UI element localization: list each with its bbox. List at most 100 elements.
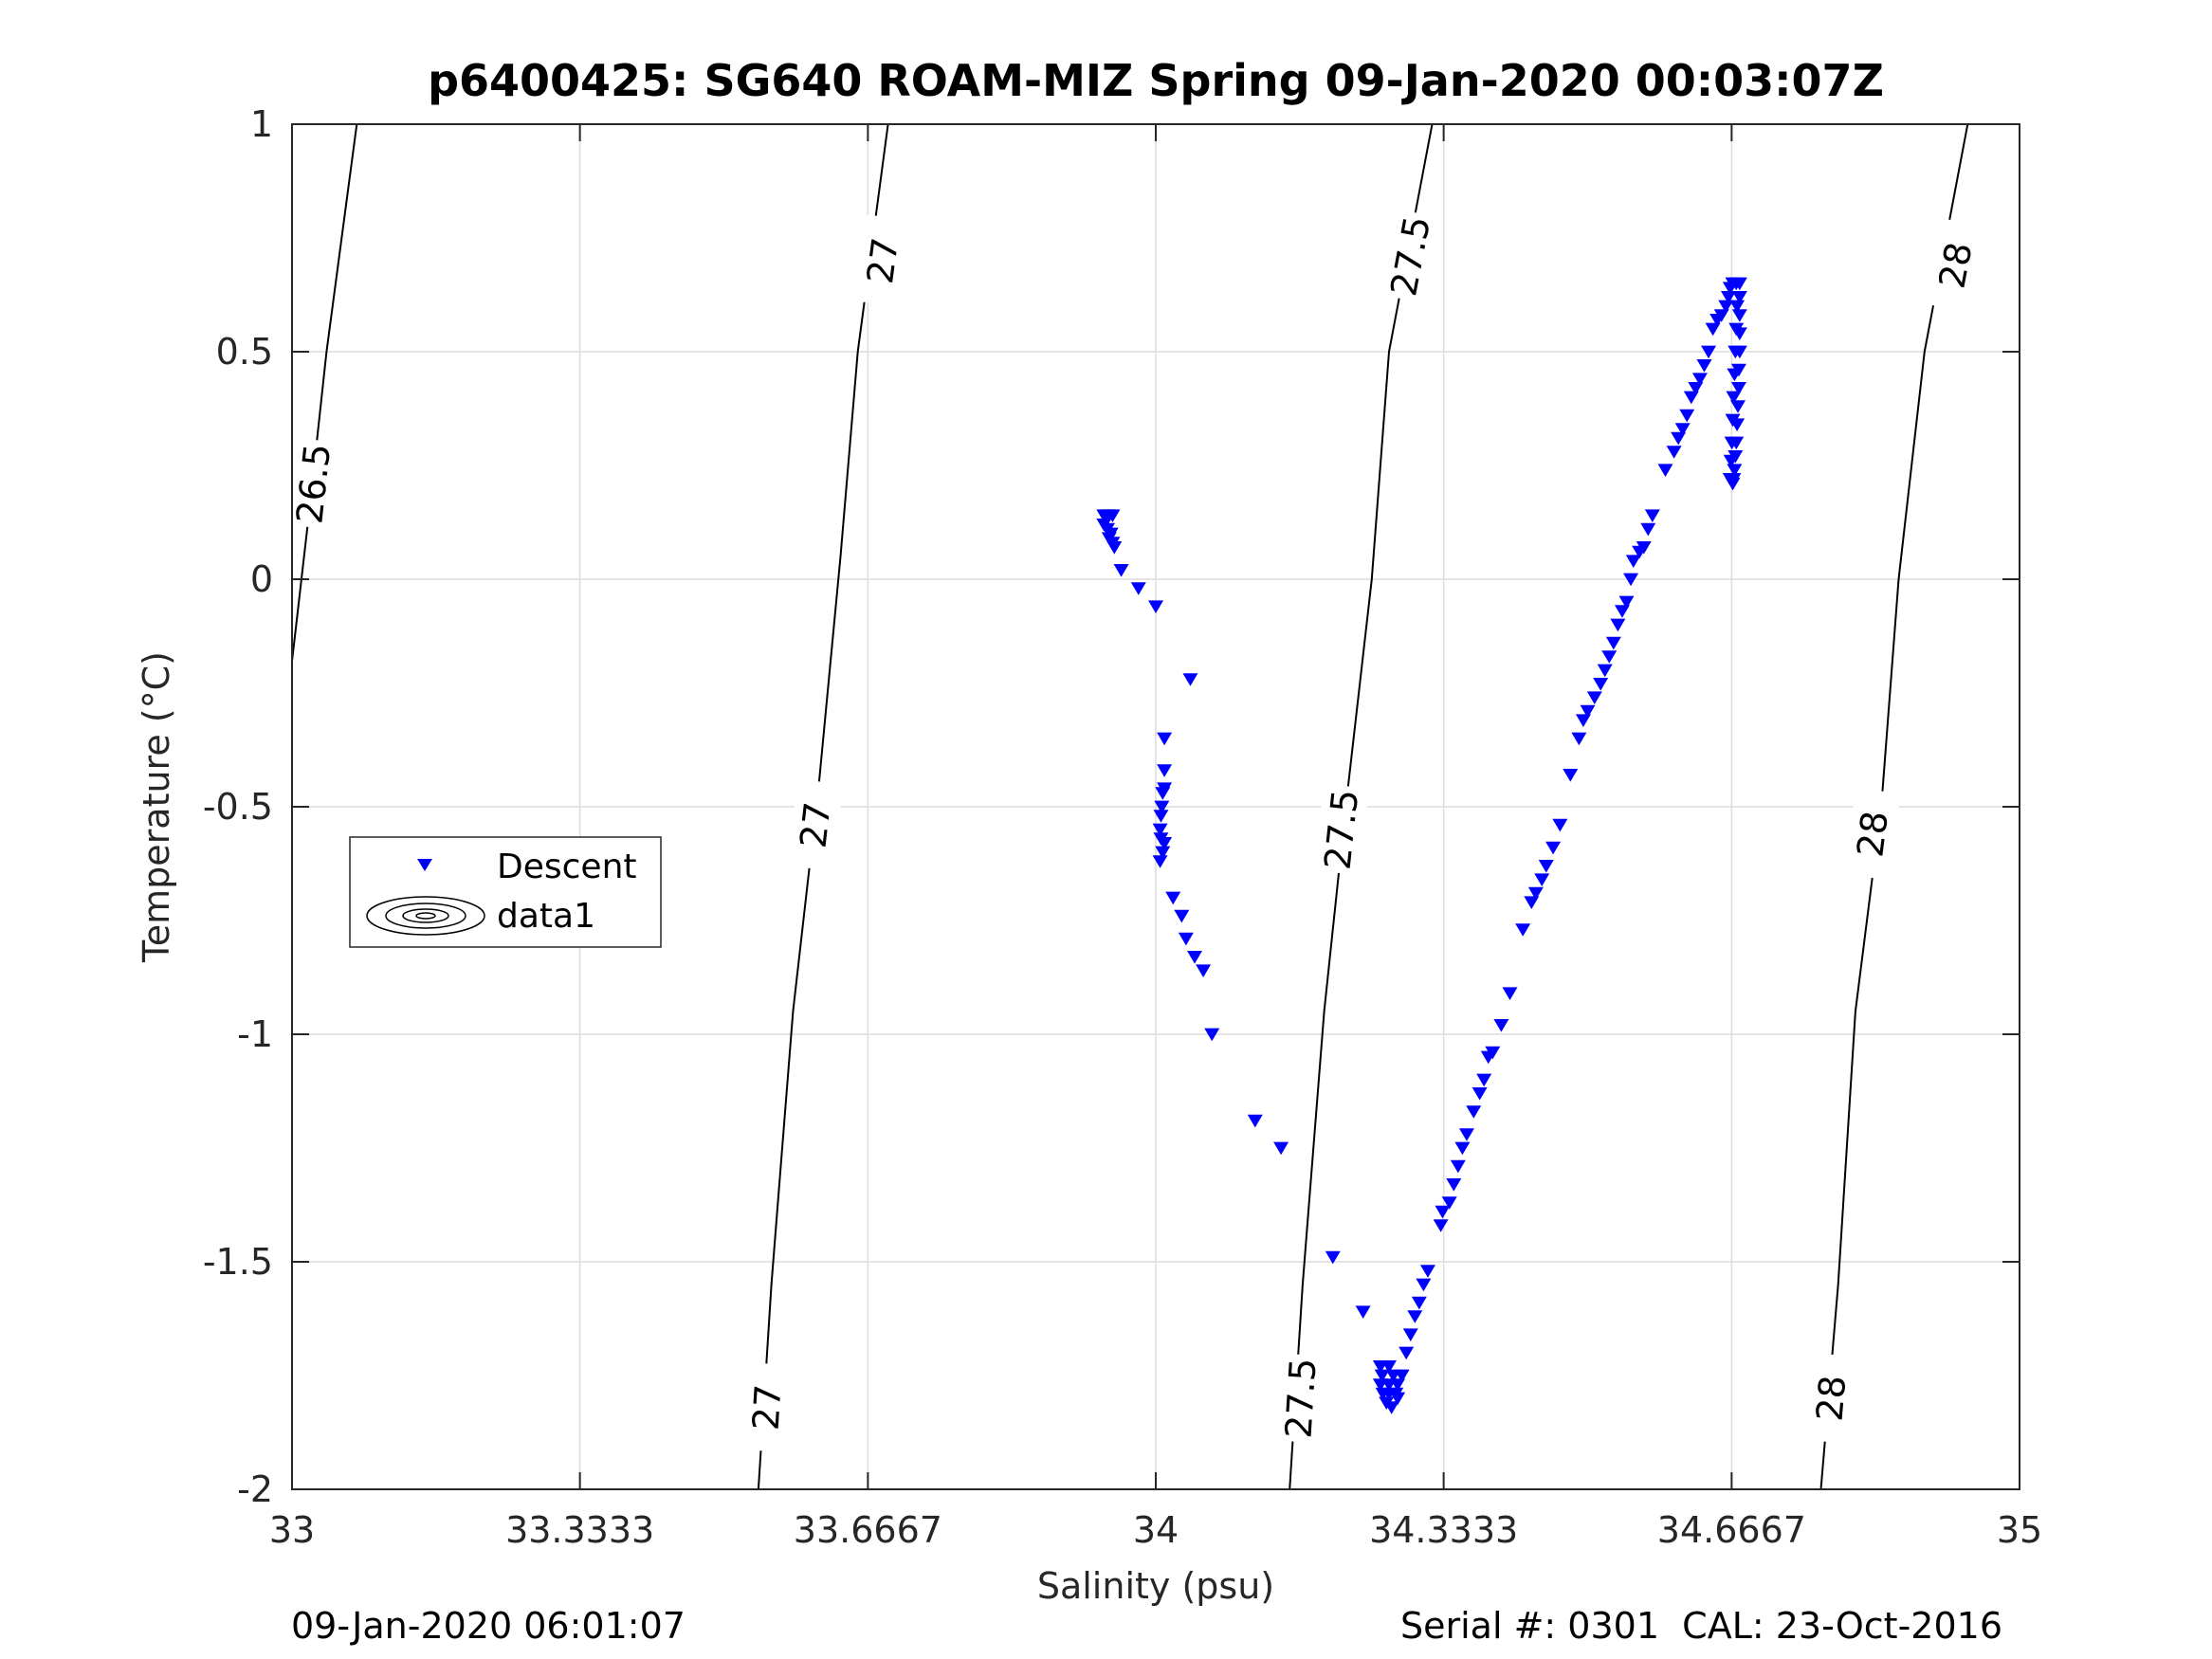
contour-label-27.5: 27.5 [1317, 788, 1367, 872]
contour-label-28: 28 [1849, 809, 1896, 859]
y-tick-label: 0.5 [216, 331, 273, 373]
descent-point [1674, 423, 1691, 436]
descent-point [1130, 582, 1146, 595]
descent-point [1730, 400, 1746, 413]
descent-point [1458, 1128, 1474, 1141]
descent-point [1152, 823, 1168, 837]
descent-point [1182, 673, 1198, 686]
descent-point [1419, 1265, 1435, 1278]
descent-point [1586, 691, 1602, 704]
descent-point [1416, 1278, 1432, 1292]
descent-point [1411, 1296, 1427, 1310]
descent-point [1390, 1392, 1406, 1406]
descent-point [1450, 1159, 1466, 1174]
descent-point [1729, 300, 1746, 314]
descent-point [1153, 810, 1169, 823]
legend-box [349, 836, 662, 948]
descent-point [1731, 309, 1747, 322]
descent-point [1155, 846, 1171, 860]
y-tick-label: 0 [250, 558, 273, 600]
contour-label-27: 27 [859, 235, 906, 286]
descent-point [1380, 1360, 1397, 1374]
descent-point [1524, 896, 1540, 909]
contour-label-gap [788, 778, 844, 871]
legend-descent-marker [417, 859, 432, 871]
descent-point [1701, 345, 1717, 359]
descent-point [1178, 932, 1194, 946]
descent-point [1730, 382, 1746, 395]
descent-point [1165, 891, 1181, 905]
y-tick-label: 1 [250, 103, 273, 145]
contour-label-28: 28 [1808, 1374, 1854, 1423]
descent-point [1679, 409, 1695, 423]
descent-point [1723, 454, 1739, 468]
contour-label-gap [1925, 218, 1986, 313]
footer-serial-cal: Serial #: 0301 CAL: 23-Oct-2016 [1400, 1605, 2002, 1647]
x-tick-label: 33.6667 [794, 1509, 942, 1551]
descent-point [1325, 1250, 1341, 1265]
descent-point [1152, 855, 1168, 868]
descent-point [1727, 368, 1743, 382]
descent-point [1493, 1019, 1509, 1032]
descent-point [1563, 769, 1579, 782]
descent-point [1204, 1028, 1220, 1042]
descent-point [1683, 391, 1699, 405]
descent-point [1657, 464, 1673, 477]
descent-point [1355, 1305, 1371, 1319]
x-tick-label: 33 [269, 1509, 315, 1551]
descent-point [1552, 818, 1568, 832]
descent-point [1625, 555, 1641, 568]
descent-point [1640, 522, 1656, 537]
descent-point [1502, 987, 1518, 1000]
contour-label-27.5: 27.5 [1277, 1357, 1324, 1439]
x-tick-label: 34 [1133, 1509, 1179, 1551]
descent-point [1726, 391, 1742, 405]
descent-point [1515, 923, 1531, 937]
grid-lines [292, 124, 2020, 1489]
descent-point [1688, 382, 1704, 395]
descent-point [1601, 650, 1618, 664]
descent-point [1247, 1114, 1263, 1128]
contour-label-gap [1275, 1353, 1326, 1444]
descent-point [1571, 732, 1587, 746]
y-tick-label: -0.5 [203, 786, 273, 828]
descent-points [1096, 277, 1747, 1414]
descent-point [1666, 446, 1682, 459]
contour-label-gap [854, 214, 911, 307]
legend-descent-label: Descent [497, 848, 637, 886]
descent-point [1691, 373, 1708, 386]
descent-point [1273, 1141, 1289, 1156]
descent-point [1725, 413, 1741, 428]
descent-point [1390, 1378, 1406, 1392]
descent-point [1155, 787, 1171, 800]
descent-point [1724, 436, 1740, 450]
density-contour-26.5 [292, 124, 358, 662]
legend: Descent data1 [349, 836, 662, 948]
descent-point [1186, 951, 1202, 964]
descent-point [1731, 277, 1747, 291]
descent-point [1441, 1196, 1457, 1210]
descent-point [1722, 473, 1738, 486]
descent-point [1472, 1087, 1488, 1101]
descent-point [1485, 1046, 1501, 1060]
x-tick-label: 34.6667 [1657, 1509, 1806, 1551]
contour-label-27: 27 [793, 800, 839, 850]
descent-point [1605, 636, 1621, 650]
descent-point [1196, 964, 1212, 977]
contour-label-26.5: 26.5 [288, 442, 338, 526]
y-axis-label: Temperature (°C) [136, 651, 177, 963]
contour-label-28: 28 [1930, 239, 1980, 292]
descent-point [1454, 1141, 1471, 1156]
descent-point [1157, 764, 1173, 777]
descent-point [1671, 431, 1687, 446]
descent-point [1435, 1205, 1451, 1219]
descent-point [1394, 1369, 1410, 1383]
descent-point [1720, 291, 1736, 304]
descent-point [1446, 1178, 1462, 1192]
descent-point [1593, 678, 1609, 691]
x-tick-label: 34.3333 [1369, 1509, 1518, 1551]
descent-point [1383, 1401, 1399, 1414]
descent-point [1705, 322, 1721, 337]
descent-point [1623, 573, 1639, 587]
